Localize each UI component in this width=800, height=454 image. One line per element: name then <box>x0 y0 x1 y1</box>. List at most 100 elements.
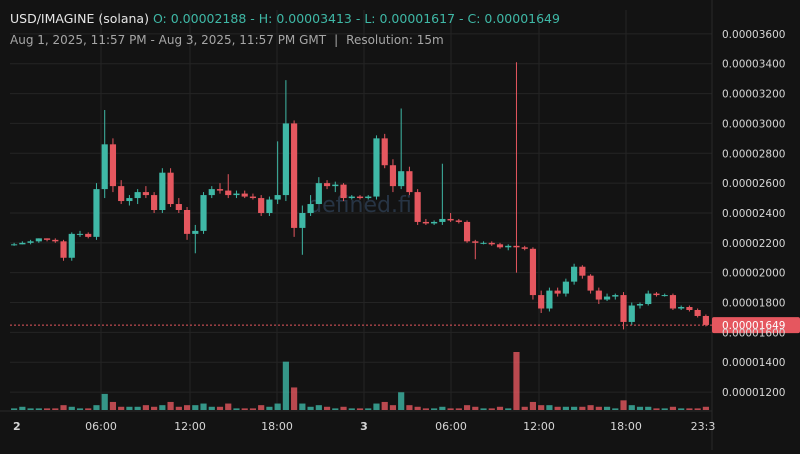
candle-body <box>645 293 652 305</box>
y-tick-label: 0.00002000 <box>722 268 785 280</box>
candle-body <box>68 233 75 258</box>
candle-body <box>356 196 364 199</box>
symbol-label: USD/IMAGINE (solana) <box>10 11 149 26</box>
candle-body <box>447 218 454 221</box>
candle-body <box>562 281 569 294</box>
candle-body <box>628 305 635 322</box>
y-tick-label: 0.00003600 <box>722 29 785 41</box>
candle-body <box>118 186 125 202</box>
candle-body <box>27 241 34 243</box>
candle-body <box>192 230 199 234</box>
candle-body <box>579 266 586 276</box>
volume-bar <box>546 405 553 410</box>
x-tick-label: 23:3 <box>691 420 716 433</box>
candle-body <box>233 193 240 196</box>
time-axis[interactable]: 2 06:00 12:00 18:00 3 06:00 12:00 18:00 23:3 <box>13 420 715 433</box>
candle-body <box>282 123 289 196</box>
volume-bar <box>356 408 364 410</box>
volume-bar <box>43 408 51 410</box>
candle-body <box>19 242 26 245</box>
date-range: Aug 1, 2025, 11:57 PM - Aug 3, 2025, 11:… <box>10 33 327 47</box>
candles <box>11 62 709 330</box>
volume-bar <box>307 406 314 410</box>
volume-bar <box>27 408 34 410</box>
candle-body <box>636 304 644 306</box>
candle-body <box>694 310 701 316</box>
volume-bar <box>488 408 495 410</box>
candle-body <box>414 192 421 222</box>
candle-body <box>76 233 84 235</box>
candle-body <box>463 221 471 242</box>
volume-bar <box>595 406 602 410</box>
volume-bar <box>653 408 660 410</box>
volume-bar <box>332 408 339 410</box>
price-axis[interactable]: 0.00003600 0.00003400 0.00003200 0.00003000… <box>722 29 785 399</box>
volume-bar <box>513 352 520 410</box>
y-tick-label: 0.00002800 <box>722 148 785 160</box>
candle-body <box>513 245 520 248</box>
volume-bar <box>175 406 182 410</box>
volume-bar <box>472 406 479 410</box>
volume-bar <box>225 403 232 410</box>
candle-body <box>291 123 298 228</box>
volume-bar <box>233 408 240 410</box>
volume-bar <box>274 403 281 410</box>
resolution-label: Resolution: 15m <box>346 33 444 47</box>
candle-body <box>455 220 462 222</box>
volume-bar <box>241 408 248 410</box>
volume-bar <box>579 406 586 410</box>
candle-body <box>85 233 92 237</box>
candle-body <box>702 315 709 325</box>
candle-body <box>373 138 380 197</box>
candle-body <box>101 144 108 190</box>
candle-body <box>109 144 117 187</box>
volume-bar <box>694 408 701 410</box>
candle-body <box>274 195 281 200</box>
candle-body <box>208 189 215 196</box>
volume-bar <box>52 408 59 410</box>
candle-body <box>620 295 627 322</box>
volume-bar <box>208 406 215 410</box>
ohlc-values: O: 0.00002188 - H: 0.00003413 - L: 0.000… <box>152 11 560 26</box>
volume-bar <box>249 408 257 410</box>
candle-body <box>299 212 306 228</box>
volume-bar <box>406 405 413 410</box>
volume-bar <box>529 401 537 410</box>
volume-bar <box>315 405 322 410</box>
volume-bar <box>538 405 545 410</box>
y-tick-label: 0.00003400 <box>722 59 785 71</box>
volume-bar <box>628 405 635 410</box>
volume-bar <box>340 406 347 410</box>
volume-bar <box>398 392 405 410</box>
candle-body <box>332 184 339 187</box>
y-tick-label: 0.00003000 <box>722 118 785 130</box>
grid <box>0 0 713 450</box>
y-tick-label: 0.00002600 <box>722 178 785 190</box>
candle-body <box>167 172 174 205</box>
volume-bar <box>612 408 619 410</box>
volume-bar <box>431 408 438 410</box>
volume-bar <box>35 408 42 410</box>
volume-bar <box>554 406 561 410</box>
x-tick-label: 18:00 <box>610 420 642 433</box>
candle-body <box>225 190 232 196</box>
candle-body <box>11 244 18 246</box>
candle-body <box>612 295 619 297</box>
candle-body <box>431 221 438 224</box>
volume-bar <box>109 401 117 410</box>
candle-body <box>200 195 207 231</box>
volume-bar <box>85 408 92 410</box>
last-price-line: 0.00001649 <box>10 317 800 334</box>
y-tick-label: 0.00003200 <box>722 89 785 101</box>
range-legend: Aug 1, 2025, 11:57 PM - Aug 3, 2025, 11:… <box>10 33 444 47</box>
x-tick-label: 12:00 <box>523 420 555 433</box>
volume-bar <box>422 408 429 410</box>
volume-bar <box>258 405 265 410</box>
volume-bar <box>414 406 421 410</box>
volume-bar <box>11 408 18 410</box>
candle-body <box>571 266 578 282</box>
volume-bar <box>439 406 446 410</box>
candle-body <box>60 241 67 258</box>
